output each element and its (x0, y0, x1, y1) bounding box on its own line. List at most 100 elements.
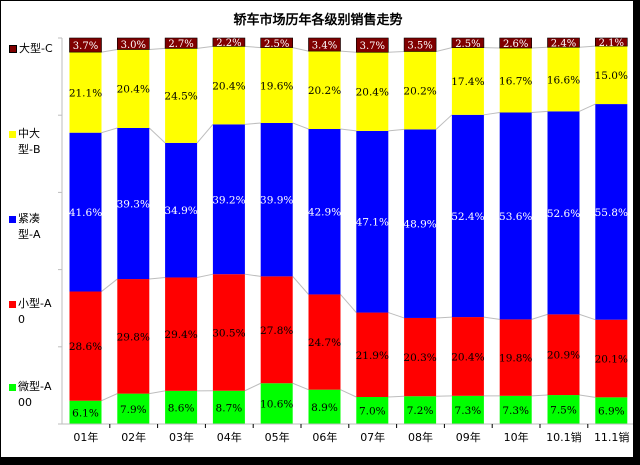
x-tick-label: 09年 (456, 430, 481, 444)
data-label: 29.8% (117, 331, 150, 343)
series-line (244, 45, 261, 49)
data-label: 52.4% (451, 211, 484, 223)
x-tick-label: 08年 (408, 430, 433, 444)
series-line (531, 394, 548, 397)
legend-item-a0: 小型-A0 (9, 296, 52, 328)
legend-swatch-a00 (9, 383, 16, 391)
data-label: 6.9% (598, 406, 625, 418)
data-label: 2.1% (599, 38, 624, 49)
bar-segment (595, 104, 628, 320)
bar-segment (165, 277, 198, 391)
bar-segment (165, 142, 198, 278)
bar-segment (117, 279, 150, 394)
bar-segment (117, 37, 150, 50)
data-label: 39.2% (212, 194, 245, 206)
series-line (388, 395, 405, 398)
data-label: 20.4% (117, 84, 150, 96)
data-label: 21.1% (69, 87, 102, 99)
data-label: 3.0% (121, 40, 146, 51)
data-label: 47.1% (356, 217, 389, 229)
chart-frame: 轿车市场历年各级别销售走势 大型-C 中大型-B 紧凑型-A 小型-A0 微型-… (0, 0, 634, 458)
bar-segment (547, 111, 580, 315)
series-line (244, 122, 261, 125)
bar-segment (499, 319, 532, 396)
data-label: 20.3% (403, 352, 436, 364)
bar-segment (212, 46, 245, 125)
series-line (244, 382, 261, 392)
series-line (435, 114, 453, 130)
series-line (483, 316, 500, 320)
series-line (292, 122, 309, 130)
series-line (435, 47, 453, 52)
data-label: 20.4% (212, 80, 245, 92)
series-line (579, 394, 596, 398)
bar-segment (260, 37, 294, 48)
x-tick-label: 11.1销 (594, 430, 630, 444)
bar-segment (165, 48, 198, 143)
bar-segment (260, 122, 293, 277)
series-line (531, 313, 548, 320)
data-label: 2.6% (503, 39, 528, 50)
bar-segment (547, 47, 580, 112)
x-tick-label: 10.1销 (546, 430, 582, 444)
series-line (579, 313, 596, 321)
series-line (101, 127, 118, 134)
data-label: 17.4% (451, 76, 484, 88)
data-label: 3.7% (360, 41, 385, 52)
bar-segment (212, 37, 246, 47)
legend-item-a00: 微型-A00 (9, 379, 52, 411)
bar-segment (356, 52, 389, 131)
bar-segment (117, 393, 150, 424)
data-label: 20.1% (595, 354, 628, 366)
bar-segment (595, 46, 628, 105)
bar-segment (212, 274, 245, 391)
series-line (149, 390, 166, 395)
series-line (388, 50, 405, 53)
data-label: 20.4% (451, 351, 484, 363)
legend-item-c: 大型-C (9, 41, 53, 57)
legend-swatch-c (9, 45, 17, 53)
data-label: 3.4% (312, 41, 337, 52)
data-label: 48.9% (403, 219, 436, 231)
x-tick-label: 02年 (121, 430, 146, 444)
bar-segment (164, 37, 198, 49)
data-label: 7.5% (550, 405, 577, 417)
data-label: 15.0% (595, 70, 628, 82)
bar-segment (212, 124, 245, 275)
series-line (531, 46, 548, 49)
bar-segment (547, 314, 580, 396)
bar-segment (308, 389, 341, 424)
bar-segment (69, 400, 102, 424)
bar-segment (404, 396, 437, 424)
series-line (196, 124, 214, 144)
bar-segment (69, 291, 102, 401)
bar-segment (547, 395, 580, 424)
bar-segment (404, 51, 437, 130)
bar-segment (499, 112, 532, 320)
bar-segment (69, 52, 102, 133)
bar-segment (499, 395, 532, 424)
data-label: 6.1% (72, 407, 99, 419)
legend-label-b: 中大型-B (18, 127, 41, 156)
bar-segment (308, 51, 341, 130)
legend-label-a00: 微型-A00 (18, 380, 52, 409)
data-label: 2.5% (264, 39, 289, 50)
bar-segment (260, 47, 293, 123)
bar-segment (547, 37, 580, 48)
bar-segment (451, 114, 484, 318)
data-label: 30.5% (212, 327, 245, 339)
bar-segment (69, 132, 102, 292)
series-line (292, 382, 309, 391)
bar-segment (594, 37, 628, 47)
bar-segment (356, 312, 389, 398)
bar-segment (356, 397, 389, 424)
data-label: 27.8% (260, 325, 293, 337)
bar-segment (117, 127, 150, 280)
bar-segment (308, 294, 341, 390)
series-line (148, 127, 166, 144)
bar-segment (165, 390, 198, 424)
chart-title: 轿车市场历年各级别销售走势 (233, 13, 403, 28)
series-line (388, 128, 405, 132)
bar-segment (308, 129, 341, 295)
series-line (101, 49, 118, 53)
